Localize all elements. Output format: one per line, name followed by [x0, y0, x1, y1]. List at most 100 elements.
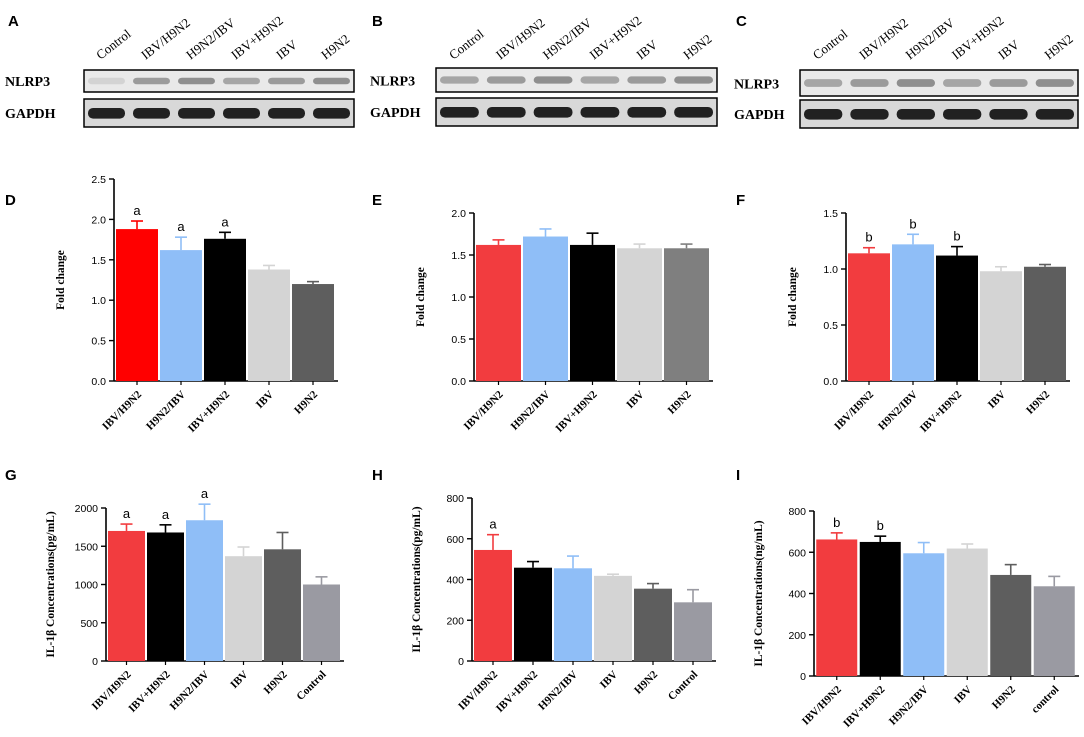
- bar-ibv-h9n2: [204, 238, 246, 381]
- y-tick-label: 600: [446, 534, 464, 546]
- x-tick-label: H9N2/IBV: [168, 669, 212, 713]
- x-tick-label: IBV: [952, 684, 974, 706]
- blot-band-gapdh: [896, 108, 935, 120]
- bar-chart-E: E 0.0 0.5 1.0 1.5 2.0 Fold change IBV/H9N2 H9N2/…: [372, 192, 713, 435]
- x-tick-label: H9N2/IBV: [887, 684, 931, 728]
- blot-band-gapdh: [486, 106, 526, 118]
- y-tick-label: 800: [788, 506, 806, 518]
- blot-band-nlrp3: [223, 77, 260, 85]
- blot-row-label-gapdh: GAPDH: [5, 107, 56, 122]
- x-tick-label: control: [1029, 684, 1061, 716]
- bar-ibv-h9n2: [116, 229, 158, 381]
- blot-row-label-nlrp3: NLRP3: [5, 75, 50, 90]
- x-tick-label: H9N2/IBV: [876, 389, 920, 433]
- y-tick-label: 1.0: [823, 264, 838, 276]
- blot-lane-label: H9N2/IBV: [540, 15, 595, 63]
- y-axis-title: IL-1β Concentrations(pg/mL): [411, 506, 423, 652]
- x-tick-label: IBV/H9N2: [800, 683, 844, 727]
- blot-band-gapdh: [223, 107, 260, 119]
- blot-lane-label: Control: [810, 26, 851, 63]
- y-tick-label: 1000: [75, 580, 99, 592]
- blot-lane-label: IBV/H9N2: [493, 15, 548, 62]
- y-tick-label: 1.5: [451, 250, 466, 262]
- bar-ibv-h9n2: [859, 541, 901, 676]
- bar-h9n2: [664, 248, 709, 381]
- blot-band-gapdh: [674, 106, 713, 118]
- y-tick-label: 2.0: [91, 214, 106, 226]
- bar-h9n2: [1024, 266, 1066, 381]
- blot-band-nlrp3: [850, 79, 889, 87]
- bar-ibv: [225, 556, 262, 661]
- bar-chart-F: F 0.0 0.5 1.0 1.5 Fold change b IBV/H9N2 b H9N2/I…: [736, 192, 1070, 435]
- y-axis-title: Fold change: [415, 267, 427, 327]
- blot-lane-label: Control: [93, 26, 134, 63]
- x-tick-label: H9N2/IBV: [144, 389, 188, 433]
- y-tick-label: 0.5: [451, 334, 466, 346]
- x-tick-label: IBV+H9N2: [126, 668, 173, 715]
- x-tick-label: IBV/H9N2: [462, 388, 506, 432]
- blot-band-nlrp3: [896, 79, 935, 87]
- y-tick-label: 1.5: [91, 255, 106, 267]
- bar-h9n2: [292, 284, 334, 381]
- blot-band-nlrp3: [533, 76, 573, 84]
- y-axis-title: IL-1β Concentrations(ng/mL): [753, 520, 765, 666]
- blot-lane-label: H9N2: [1041, 31, 1075, 62]
- bar-h9n2-ibv: [903, 553, 945, 676]
- y-tick-label: 1.0: [451, 292, 466, 304]
- blot-band-nlrp3: [313, 77, 350, 85]
- blot-band-nlrp3: [580, 76, 620, 84]
- bar-ibv: [617, 248, 662, 381]
- blot-lane-label: IBV: [995, 36, 1022, 62]
- blot-band-nlrp3: [178, 77, 215, 85]
- blot-band-nlrp3: [88, 77, 125, 85]
- x-tick-label: H9N2: [262, 668, 290, 696]
- blot-lane-label: IBV: [633, 36, 660, 62]
- y-tick-label: 0.5: [823, 320, 838, 332]
- bar-ibv-h9n2: [147, 532, 184, 661]
- y-tick-label: 2.5: [91, 174, 106, 186]
- blot-band-gapdh: [313, 107, 350, 119]
- bar-ibv-h9n2: [936, 255, 978, 381]
- y-tick-label: 0: [800, 671, 806, 683]
- y-tick-label: 200: [788, 630, 806, 642]
- x-tick-label: Control: [666, 669, 700, 703]
- y-tick-label: 1500: [75, 541, 99, 553]
- bar-h9n2: [990, 574, 1032, 676]
- blot-row-label-nlrp3: NLRP3: [734, 78, 779, 93]
- bar-chart-G: G 0 500 1000 1500 2000 IL-1β Concentrations(pg…: [5, 467, 344, 715]
- bar-ibv: [946, 548, 988, 676]
- blot-membrane-gapdh: [799, 99, 1079, 129]
- blot-row-label-nlrp3: NLRP3: [370, 74, 415, 89]
- panel-label-F: F: [736, 192, 745, 209]
- x-tick-label: IBV: [598, 669, 620, 691]
- y-tick-label: 800: [446, 493, 464, 505]
- blot-lane-label: H9N2/IBV: [183, 15, 238, 63]
- x-tick-label: H9N2: [292, 388, 320, 416]
- blot-band-nlrp3: [989, 79, 1028, 87]
- blot-band-gapdh: [178, 107, 215, 119]
- bar-ibv-h9n2: [848, 253, 890, 381]
- panel-label-C: C: [736, 13, 747, 30]
- bar-ibv: [980, 271, 1022, 381]
- y-tick-label: 2.0: [451, 208, 466, 220]
- bar-ibv: [248, 269, 290, 381]
- significance-label: b: [877, 518, 884, 533]
- significance-label: a: [201, 486, 209, 501]
- blot-band-gapdh: [88, 107, 125, 119]
- x-tick-label: H9N2/IBV: [536, 669, 580, 713]
- bar-chart-D: D 0.0 0.5 1.0 1.5 2.0 2.5 Fold change a IBV/H9N2 a…: [5, 174, 338, 435]
- x-tick-label: IBV: [228, 669, 250, 691]
- y-axis-title: Fold change: [55, 250, 67, 310]
- significance-label: b: [909, 216, 916, 231]
- bar-ibv-h9n2: [474, 549, 512, 661]
- bar-ibv-h9n2: [514, 567, 552, 661]
- x-tick-label: IBV+H9N2: [918, 388, 965, 435]
- x-tick-label: H9N2: [632, 668, 660, 696]
- x-tick-label: H9N2: [1024, 388, 1052, 416]
- bar-ibv-h9n2: [476, 244, 521, 381]
- blot-band-gapdh: [850, 108, 889, 120]
